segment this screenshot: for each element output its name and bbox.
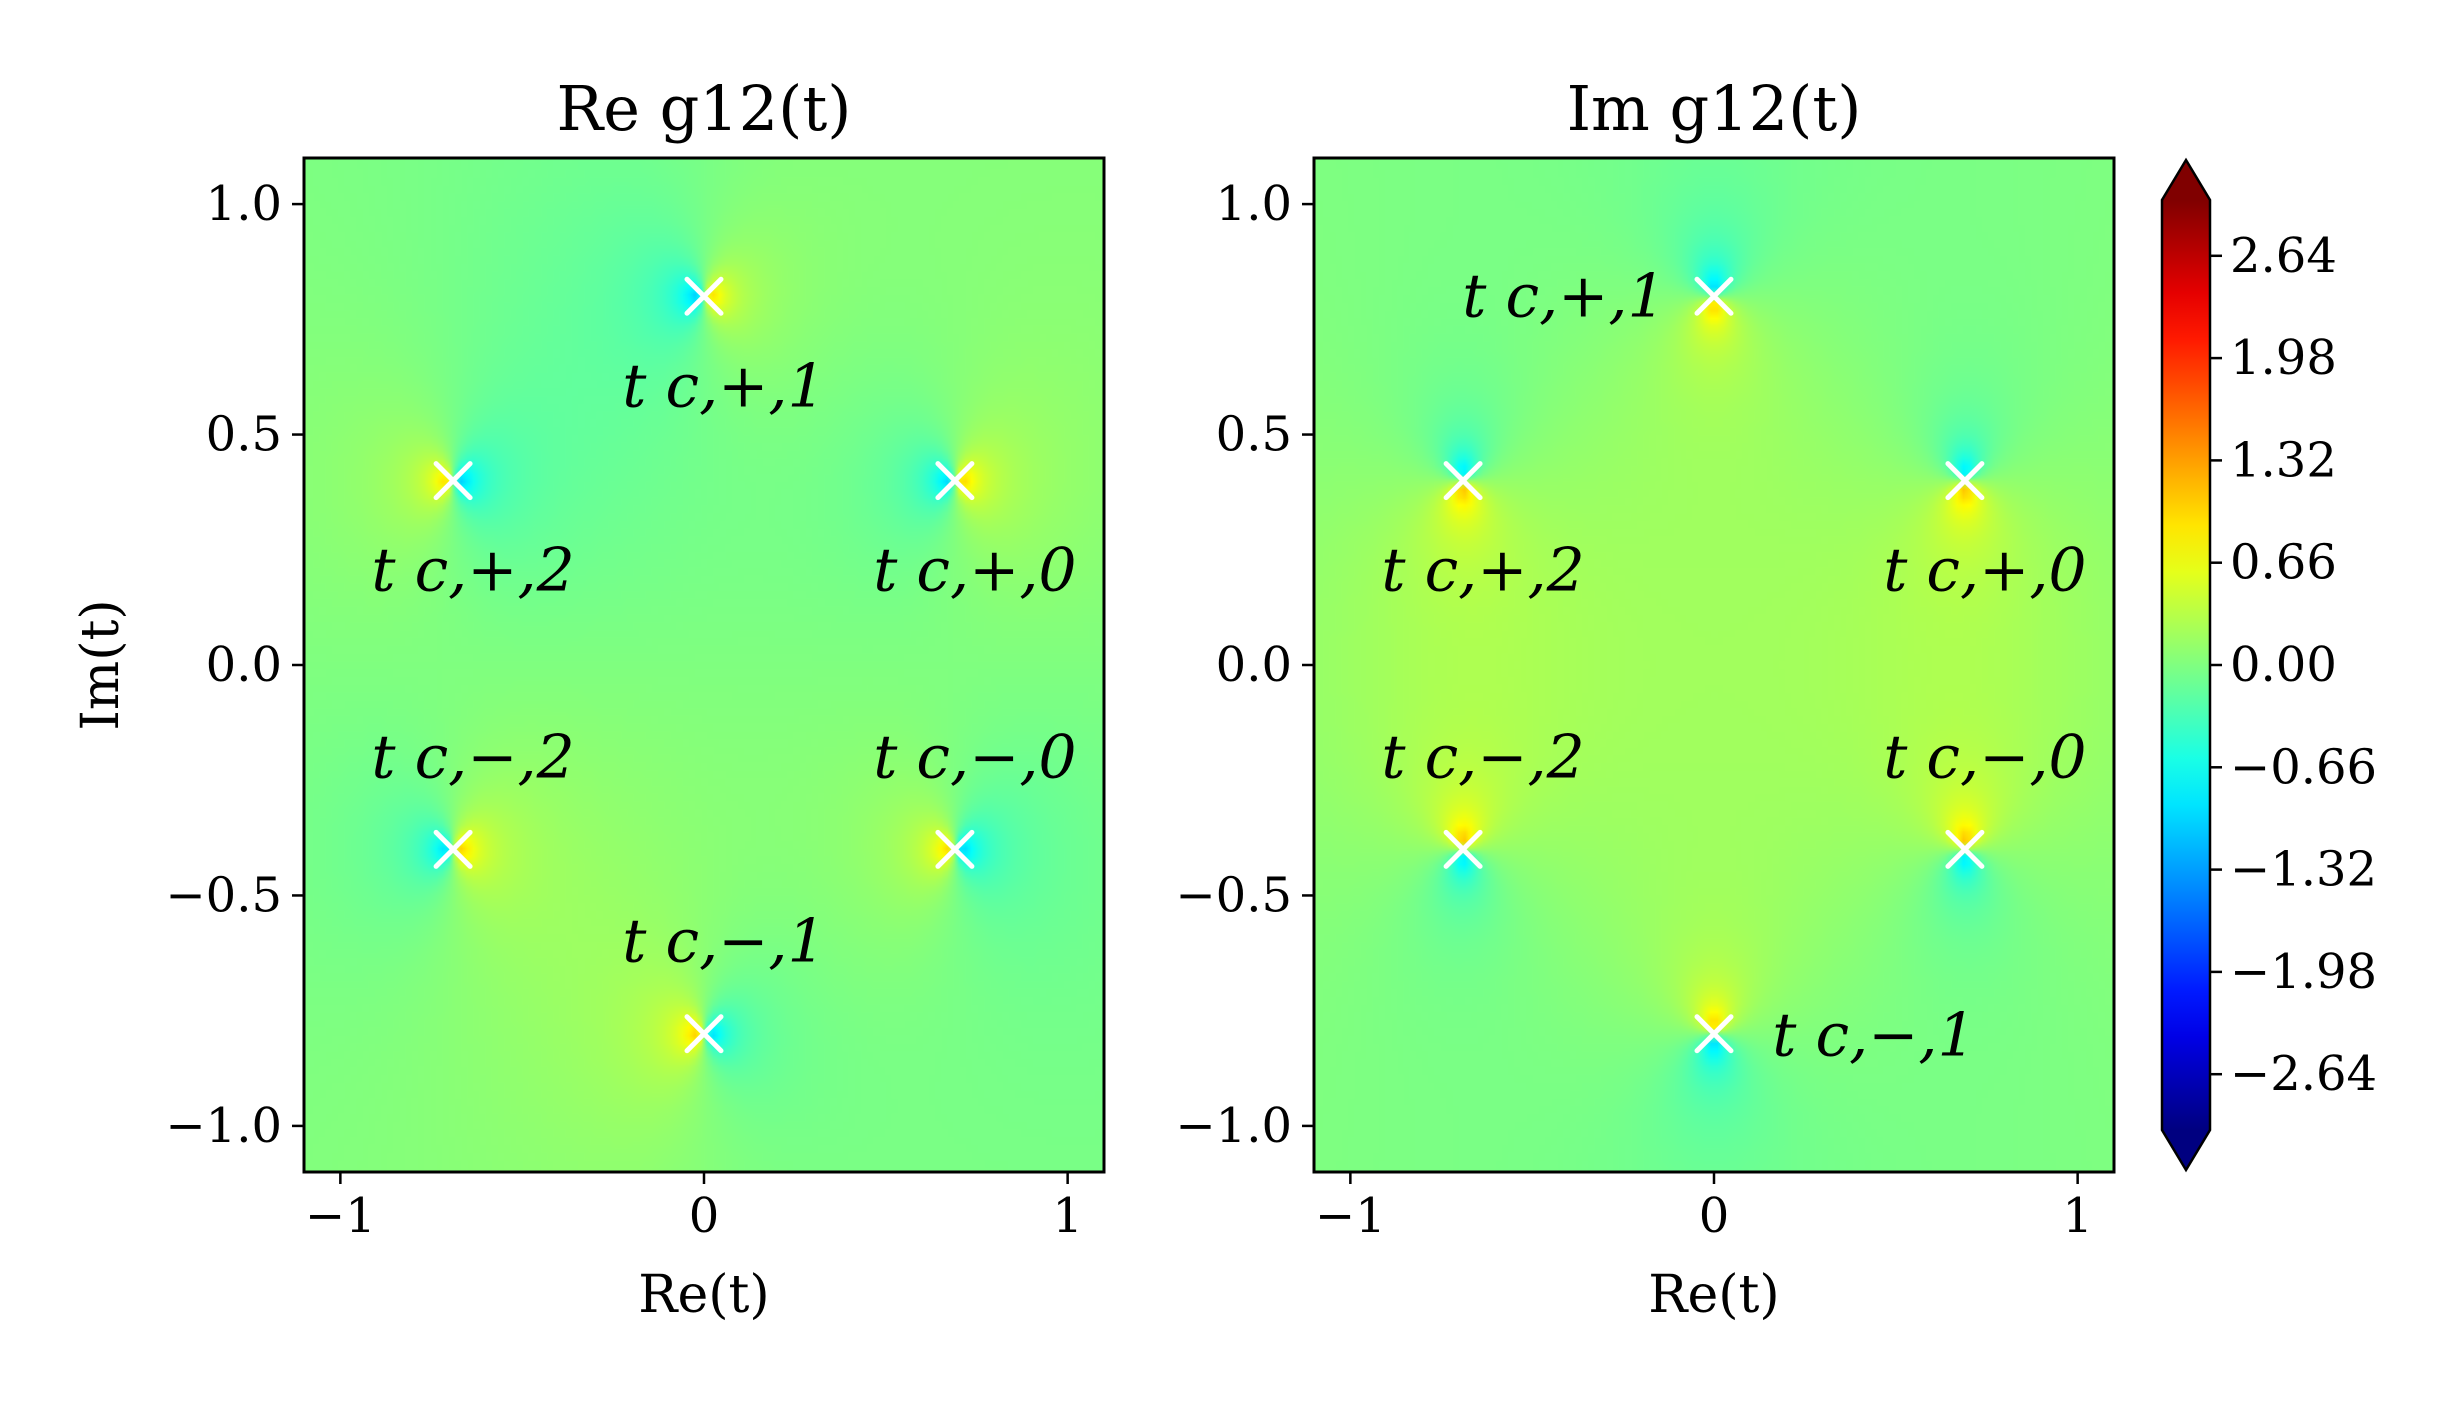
pole-marker bbox=[935, 829, 975, 869]
pole-label: t c,−,0 bbox=[873, 722, 1076, 792]
pole-label: t c,−,1 bbox=[1772, 1001, 1975, 1071]
colorbar-extend-bottom bbox=[2162, 1130, 2210, 1170]
colorbar-tick-label: 2.64 bbox=[2230, 228, 2337, 284]
pole-label: t c,+,1 bbox=[622, 351, 825, 421]
colorbar-tick-label: −2.64 bbox=[2230, 1046, 2377, 1102]
pole-marker bbox=[1443, 461, 1483, 501]
pole-marker bbox=[1443, 829, 1483, 869]
panel-title: Im g12(t) bbox=[1567, 72, 1862, 145]
pole-marker bbox=[1694, 276, 1734, 316]
pole-marker bbox=[1945, 829, 1985, 869]
pole-label: t c,−,0 bbox=[1883, 722, 2086, 792]
y-tick-label: −0.5 bbox=[165, 867, 282, 923]
colorbar-tick-label: −1.32 bbox=[2230, 842, 2377, 898]
pole-label: t c,−,2 bbox=[371, 722, 574, 792]
pole-marker bbox=[684, 1014, 724, 1054]
y-tick-label: 0.0 bbox=[1216, 637, 1292, 693]
colorbar-tick-label: 1.32 bbox=[2230, 432, 2337, 488]
y-tick-label: 1.0 bbox=[1216, 176, 1292, 232]
pole-marker bbox=[1945, 461, 1985, 501]
y-tick-label: −0.5 bbox=[1175, 867, 1292, 923]
y-tick-label: −1.0 bbox=[165, 1098, 282, 1154]
pole-marker bbox=[433, 829, 473, 869]
panel-title: Re g12(t) bbox=[557, 72, 852, 145]
y-axis-label: Im(t) bbox=[71, 599, 131, 730]
heatmap-image bbox=[304, 158, 1104, 1172]
pole-marker bbox=[433, 461, 473, 501]
panel-1: −1 0 1 1.0 0.5 0.0 −0.5 −1.0 Re g12(t) Re(t) Im(t)… bbox=[71, 72, 1106, 1325]
pole-marker bbox=[1694, 1014, 1734, 1054]
pole-marker bbox=[684, 276, 724, 316]
colorbar-tick-label: −1.98 bbox=[2230, 944, 2377, 1000]
x-axis-label: Re(t) bbox=[1648, 1265, 1779, 1325]
x-tick-label: 0 bbox=[689, 1188, 720, 1244]
y-tick-label: 0.5 bbox=[206, 407, 282, 463]
colorbar-extend-top bbox=[2162, 160, 2210, 200]
colorbar-outline bbox=[2160, 157, 2212, 1173]
colorbar-tick-label: 0.00 bbox=[2230, 637, 2337, 693]
y-tick-label: −1.0 bbox=[1175, 1098, 1292, 1154]
y-tick-label: 0.0 bbox=[206, 637, 282, 693]
colorbar-tick-label: 0.66 bbox=[2230, 535, 2337, 591]
pole-marker bbox=[935, 461, 975, 501]
pole-label: t c,+,1 bbox=[1462, 261, 1665, 331]
y-tick-label: 1.0 bbox=[206, 176, 282, 232]
pole-label: t c,−,2 bbox=[1381, 722, 1584, 792]
x-tick-label: 1 bbox=[1052, 1188, 1083, 1244]
x-tick-label: −1 bbox=[1315, 1188, 1386, 1244]
colorbar-tick-label: 1.98 bbox=[2230, 330, 2337, 386]
x-tick-label: −1 bbox=[305, 1188, 376, 1244]
pole-label: t c,+,2 bbox=[371, 536, 574, 606]
pole-label: t c,+,0 bbox=[873, 536, 1076, 606]
colorbar-tick-label: −0.66 bbox=[2230, 739, 2377, 795]
colorbar-gradient bbox=[2162, 200, 2210, 1130]
pole-label: t c,+,0 bbox=[1883, 536, 2086, 606]
y-tick-label: 0.5 bbox=[1216, 407, 1292, 463]
heatmap-image bbox=[1314, 158, 2114, 1172]
pole-label: t c,+,2 bbox=[1381, 536, 1584, 606]
x-tick-label: 0 bbox=[1699, 1188, 1730, 1244]
panel-2: −1 0 1 1.0 0.5 0.0 −0.5 −1.0 Im g12(t) Re(t) t c,+… bbox=[1175, 72, 2116, 1325]
pole-label: t c,−,1 bbox=[622, 907, 825, 977]
x-tick-label: 1 bbox=[2062, 1188, 2093, 1244]
colorbar: 2.64 1.98 1.32 0.66 0.00 −0.66 −1.32 −1.98 −2.64 bbox=[2160, 157, 2377, 1173]
x-axis-label: Re(t) bbox=[638, 1265, 769, 1325]
